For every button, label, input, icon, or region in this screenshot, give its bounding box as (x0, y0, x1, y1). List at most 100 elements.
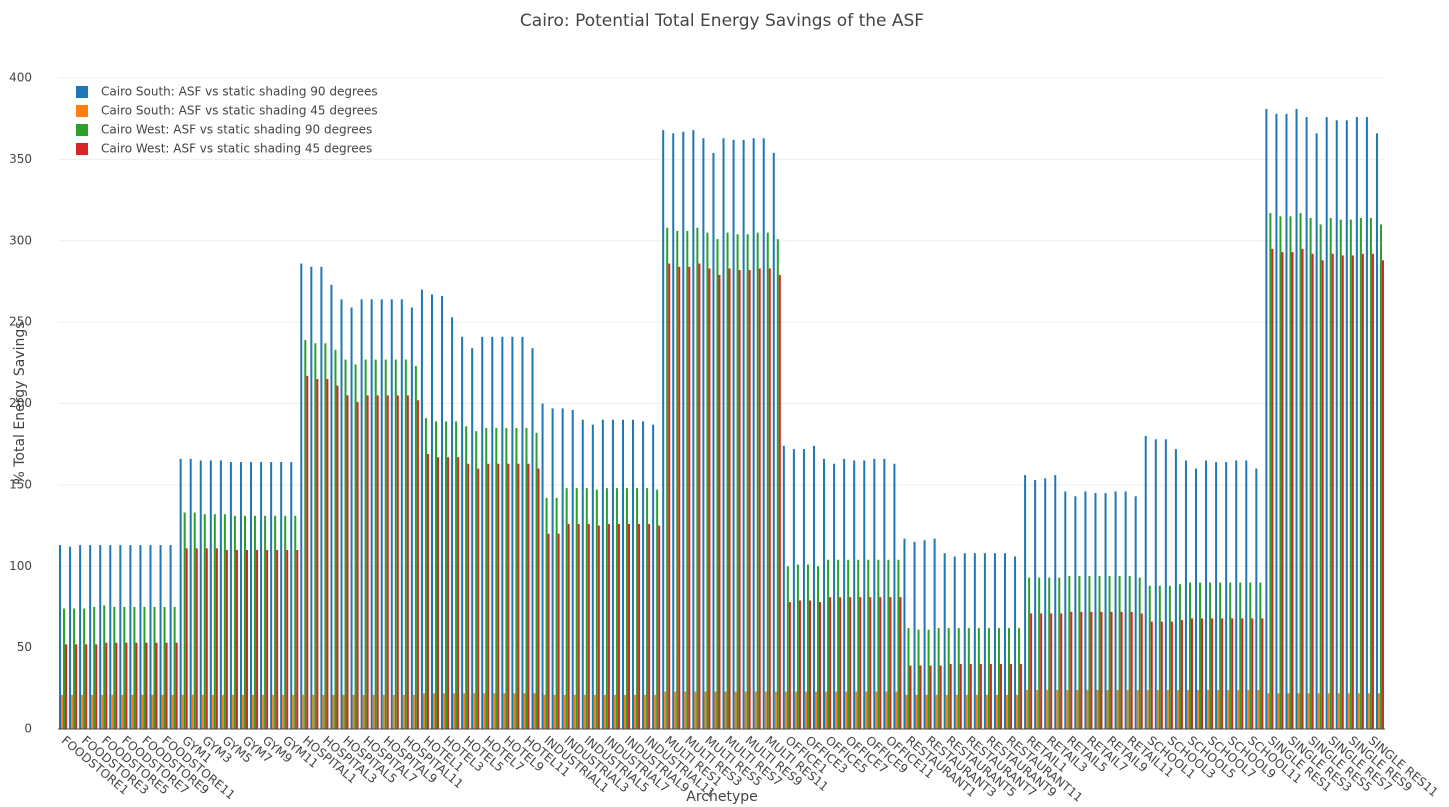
bar (1110, 611, 1113, 729)
y-tick-label: 0 (24, 722, 32, 736)
bar (1124, 491, 1127, 729)
bar (867, 559, 870, 729)
bar (1180, 619, 1183, 729)
bar (215, 548, 218, 729)
bar (577, 523, 580, 729)
bar (366, 395, 369, 729)
bar (185, 548, 188, 729)
bar (708, 268, 711, 729)
bar (497, 463, 500, 729)
bar (1301, 248, 1304, 729)
bar (294, 515, 297, 729)
y-axis-title: % Total Energy Savings (12, 321, 28, 484)
bar (360, 299, 363, 729)
bar (605, 488, 608, 729)
bar (545, 497, 548, 729)
bar (1130, 611, 1133, 729)
bar (332, 694, 335, 729)
bar (999, 663, 1002, 729)
bar (869, 597, 872, 729)
bar (887, 559, 890, 729)
bar (829, 597, 832, 729)
bar (1207, 689, 1210, 729)
bar (205, 548, 208, 729)
bar (191, 694, 194, 729)
bar (73, 608, 76, 729)
bar (899, 597, 902, 729)
bar (957, 628, 960, 729)
bar (434, 421, 437, 729)
bar (457, 457, 460, 729)
bar (266, 549, 269, 729)
bar (426, 453, 429, 729)
bar (1325, 117, 1328, 729)
bar (153, 606, 156, 729)
bar (422, 693, 425, 729)
bar (646, 488, 649, 729)
y-tick-label: 50 (17, 640, 32, 654)
bar (169, 545, 172, 729)
bar (517, 463, 520, 729)
bar (412, 694, 415, 729)
bar (1100, 611, 1103, 729)
bar (1317, 693, 1320, 729)
bar (1050, 613, 1053, 729)
bar (1355, 117, 1358, 729)
bar (1170, 621, 1173, 729)
bar (738, 270, 741, 729)
bar (1020, 663, 1023, 729)
bar (1118, 576, 1121, 729)
bar (835, 691, 838, 729)
bar (1048, 577, 1051, 729)
bar (59, 545, 62, 729)
bar (772, 152, 775, 730)
bar (748, 270, 751, 729)
bar (617, 523, 620, 729)
bar (567, 523, 570, 729)
bar (473, 693, 476, 729)
bar (314, 343, 317, 729)
bar (336, 385, 339, 729)
bar (1349, 219, 1352, 729)
bar (181, 694, 184, 729)
bar (507, 463, 510, 729)
bar (1068, 576, 1071, 729)
bar (985, 694, 988, 729)
bar (451, 317, 454, 729)
bar (885, 691, 888, 729)
bar (256, 549, 259, 729)
bar (252, 694, 255, 729)
bar (1239, 582, 1242, 729)
bar (324, 343, 327, 729)
bar (625, 488, 629, 729)
bar (330, 284, 333, 729)
bar (1056, 689, 1059, 729)
bar (1064, 491, 1067, 729)
bar (786, 566, 789, 729)
bar (225, 549, 228, 729)
bar (344, 359, 347, 729)
bar (199, 460, 202, 729)
bar (523, 693, 526, 729)
bar (927, 629, 930, 729)
bar (447, 457, 450, 729)
bar (774, 691, 777, 729)
bar (1148, 585, 1151, 729)
bar (1126, 689, 1129, 729)
bar (975, 694, 978, 729)
bar (1331, 253, 1334, 729)
bar (788, 602, 791, 729)
bar (141, 694, 144, 729)
bar (827, 559, 830, 729)
bar (213, 514, 216, 729)
bar (704, 691, 707, 729)
bar (611, 419, 614, 729)
bar (903, 538, 906, 729)
bar (1371, 253, 1374, 729)
bar (1060, 613, 1063, 729)
bar (925, 694, 928, 729)
bar (1227, 689, 1230, 729)
bar (165, 642, 168, 729)
legend-swatch (76, 105, 88, 117)
bar (382, 694, 385, 729)
